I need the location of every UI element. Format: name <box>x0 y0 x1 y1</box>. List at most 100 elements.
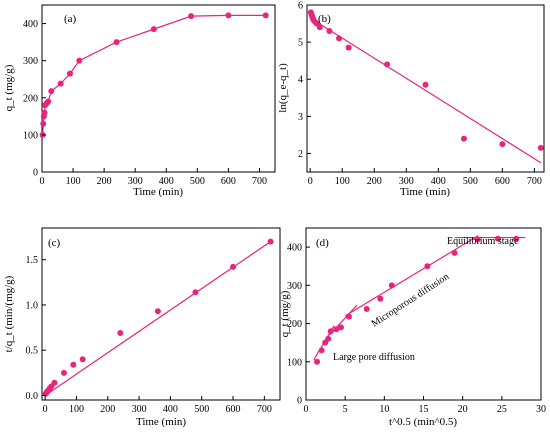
y-tick-label-a: 300 <box>23 56 38 67</box>
data-point-b <box>537 144 544 151</box>
marks-a <box>39 12 269 138</box>
x-tick-label-b: 400 <box>431 176 446 187</box>
panel-label-b: (b) <box>318 13 331 25</box>
data-point-b <box>422 81 429 88</box>
y-tick-label-b: 5 <box>298 38 303 49</box>
panel-label-a: (a) <box>64 13 77 25</box>
x-tick-label-b: 300 <box>399 176 414 187</box>
x-tick-label-c: 200 <box>100 404 115 415</box>
ticks-b: 0 100 200 300 400 500 600 700 2 3 4 5 6 <box>298 1 542 188</box>
data-point-a <box>48 88 55 95</box>
x-tick-label-c: 100 <box>69 404 84 415</box>
data-point-a <box>225 12 232 19</box>
data-point-d <box>314 358 321 365</box>
data-point-a <box>41 109 48 116</box>
marks-d <box>313 235 526 365</box>
y-tick-label-b: 4 <box>298 75 303 86</box>
y-tick-label-d: 300 <box>287 281 302 292</box>
data-point-b <box>345 44 352 51</box>
x-tick-label-b: 0 <box>308 176 313 187</box>
x-tick-label-b: 700 <box>527 176 542 187</box>
fit-line-d-3 <box>344 235 479 317</box>
data-point-d <box>345 313 352 320</box>
data-point-c <box>267 238 274 245</box>
data-point-b <box>316 24 323 31</box>
ticks-a: 0 100 200 300 400 500 600 700 0 100 200 300 400 <box>23 19 267 187</box>
data-point-d <box>494 235 501 242</box>
x-tick-label-a: 700 <box>252 176 267 187</box>
y-tick-label-a: 200 <box>23 93 38 104</box>
x-tick-label-b: 100 <box>335 176 350 187</box>
x-tick-label-d: 0 <box>304 404 309 415</box>
data-point-a <box>262 12 269 19</box>
panel-label-c: (c) <box>48 237 61 249</box>
marks-c <box>42 238 274 397</box>
data-point-a <box>66 70 73 77</box>
data-point-c <box>117 330 124 337</box>
data-point-d <box>388 282 395 289</box>
x-tick-label-a: 200 <box>97 176 112 187</box>
y-axis-label-c: t/q_t (min/(mg/g) <box>3 275 15 352</box>
x-tick-label-d: 10 <box>379 404 389 415</box>
data-point-c <box>70 361 77 368</box>
y-axis-label-d: q_t (mg/g) <box>279 290 291 337</box>
panel-b: 0 100 200 300 400 500 600 700 2 3 4 5 6 (b) Time (mi… <box>277 1 545 198</box>
y-axis-label-a: q_t (mg/g) <box>3 64 15 111</box>
annotation-equilibrium: Equilibrium stage <box>447 236 519 247</box>
data-point-c <box>79 356 86 363</box>
x-tick-label-d: 20 <box>458 404 468 415</box>
y-tick-label-d: 100 <box>287 357 302 368</box>
y-tick-label-c: 0.0 <box>26 391 39 402</box>
panel-c: 0 100 200 300 400 500 600 700 0.0 0.5 1.0 1.5 (c) T… <box>3 227 281 428</box>
data-point-b <box>460 135 467 142</box>
data-point-b <box>499 141 506 148</box>
x-axis-label-a: Time (min) <box>133 186 183 198</box>
y-tick-label-c: 1.5 <box>26 255 39 266</box>
data-point-a <box>188 13 195 20</box>
x-tick-label-a: 0 <box>40 176 45 187</box>
x-tick-label-a: 600 <box>221 176 236 187</box>
data-point-a <box>150 26 157 33</box>
x-tick-label-c: 500 <box>194 404 209 415</box>
data-point-d <box>327 328 334 335</box>
y-tick-label-a: 100 <box>23 130 38 141</box>
data-point-d <box>377 295 384 302</box>
y-axis-label-b: ln(q_e-q_t) <box>277 63 289 113</box>
data-point-d <box>338 324 345 331</box>
x-tick-label-b: 600 <box>495 176 510 187</box>
x-tick-label-c: 400 <box>163 404 178 415</box>
data-point-d <box>424 263 431 270</box>
x-tick-label-c: 600 <box>226 404 241 415</box>
data-point-b <box>384 61 391 68</box>
data-point-a <box>45 98 52 105</box>
panel-label-d: (d) <box>316 237 329 249</box>
y-tick-label-c: 0.5 <box>26 346 39 357</box>
y-tick-label-b: 6 <box>298 1 303 12</box>
x-tick-label-a: 300 <box>128 176 143 187</box>
data-point-d <box>451 249 458 256</box>
x-tick-label-c: 700 <box>257 404 272 415</box>
data-point-d <box>325 335 332 342</box>
y-tick-label-b: 2 <box>298 149 303 160</box>
fit-line-c <box>44 241 271 396</box>
fit-line-b <box>309 17 542 164</box>
x-tick-label-d: 5 <box>343 404 348 415</box>
y-tick-label-a: 400 <box>23 19 38 30</box>
y-tick-label-d: 200 <box>287 319 302 330</box>
plot-frame-b <box>306 4 545 173</box>
plot-frame-c <box>41 227 281 401</box>
plot-frame-d <box>305 227 542 401</box>
x-axis-label-d: t^0.5 (min^0.5) <box>389 416 457 428</box>
x-tick-label-b: 200 <box>367 176 382 187</box>
data-point-d <box>363 306 370 313</box>
marks-b <box>307 9 544 164</box>
x-tick-label-d: 25 <box>497 404 507 415</box>
x-tick-label-a: 100 <box>66 176 81 187</box>
data-point-c <box>230 263 237 270</box>
annotation-large-pore: Large pore diffusion <box>333 352 415 363</box>
x-tick-label-a: 500 <box>190 176 205 187</box>
data-point-d <box>318 347 325 354</box>
